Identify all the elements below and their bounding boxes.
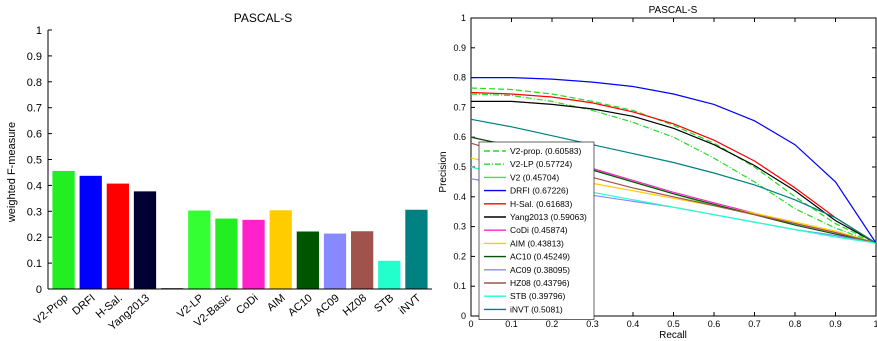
- bar: [242, 219, 265, 289]
- bar-y-tick-label: 0.6: [27, 129, 42, 141]
- pr-x-tick-label: 0.8: [789, 319, 802, 329]
- bar-x-tick-label: AC10: [286, 292, 315, 319]
- bar-y-tick-label: 0.8: [27, 77, 42, 89]
- pr-chart-ticks: 0 0.1 0.2 0.3 0.4 0.5 0.6 0.7 0.8 0.9 1 0 0.1 0.2 0.3 0…: [453, 13, 877, 329]
- pr-legend-label: DRFI (0.67226): [510, 186, 569, 196]
- pr-series-line: [471, 100, 877, 244]
- pr-series-line: [470, 118, 877, 244]
- bar-x-tick-label: DRFI: [70, 292, 97, 318]
- pr-y-tick-label: 0.2: [453, 251, 466, 261]
- bar: [188, 210, 211, 289]
- bar: [79, 175, 102, 289]
- bar: [52, 170, 75, 289]
- pr-x-tick-label: 0.5: [667, 319, 680, 329]
- bar-y-tick-label: 0.2: [27, 232, 42, 244]
- bar-x-tick-label: AIM: [265, 292, 288, 314]
- bar-y-tick-label: 0.9: [27, 51, 42, 63]
- bar-chart-bars: [52, 170, 428, 289]
- pr-y-tick-label: 0.9: [453, 43, 466, 53]
- pr-x-tick-label: 0.6: [708, 319, 721, 329]
- pr-legend-label: V2-prop. (0.60583): [510, 146, 582, 156]
- bar-x-tick-label: STB: [372, 292, 396, 315]
- pr-legend-label: V2 (0.45704): [510, 172, 559, 182]
- pr-y-tick-label: 0.6: [453, 132, 466, 142]
- pr-legend-label: CoDi (0.45874): [510, 225, 568, 235]
- pr-y-tick-label: 0.5: [453, 162, 466, 172]
- bar: [351, 231, 374, 289]
- pr-curve-panel: PASCAL-S Recall Precision 0 0.1 0.2 0.3 0.4 0…: [438, 5, 877, 341]
- bar-x-tick-label: V2-Prop: [32, 292, 71, 327]
- pr-legend-label: AIM (0.43813): [510, 238, 564, 248]
- bar-x-tick-label: CoDi: [234, 292, 260, 317]
- bar-chart-y-axis-label: weighted F-measure: [6, 122, 18, 223]
- pr-x-tick-label: 0.3: [586, 319, 599, 329]
- pr-x-tick-label: 0.1: [505, 319, 518, 329]
- pr-x-tick-label: 0.7: [748, 319, 761, 329]
- bar-y-tick-label: 0.4: [27, 180, 42, 192]
- pr-y-tick-label: 0.4: [453, 192, 466, 202]
- pr-x-tick-label: 0.9: [829, 319, 842, 329]
- pr-chart-legend: V2-prop. (0.60583) V2-LP (0.57724) V2 (0.4…: [478, 141, 595, 320]
- pr-x-tick-label: 0.4: [627, 319, 640, 329]
- pr-series-line: [470, 91, 877, 244]
- bar-chart-y-ticks: 0 0.1 0.2 0.3 0.4 0.5 0.6 0.7 0.8 0.9 1: [27, 25, 52, 296]
- bar: [133, 191, 157, 289]
- bar-chart-panel: PASCAL-S weighted F-measure 0 0.1 0.2 0.3 0.…: [6, 11, 432, 333]
- pr-legend-label: HZ08 (0.43796): [510, 278, 570, 288]
- pr-legend-label: V2-LP (0.57724): [510, 159, 572, 169]
- pr-y-tick-label: 0.8: [453, 73, 466, 83]
- pr-x-tick-label: 0.2: [546, 319, 559, 329]
- pr-legend-label: AC09 (0.38095): [510, 265, 570, 275]
- pr-y-tick-label: 0.7: [453, 102, 466, 112]
- pr-legend-label: H-Sal. (0.61683): [510, 199, 573, 209]
- pr-series-line: [470, 93, 877, 244]
- bar: [269, 210, 292, 289]
- pr-legend-label: AC10 (0.45249): [510, 252, 570, 262]
- pr-y-tick-label: 0.3: [453, 222, 466, 232]
- bar-x-tick-label: AC09: [313, 292, 342, 319]
- pr-x-tick-label: 0: [468, 319, 473, 329]
- bar-y-tick-label: 0.3: [27, 206, 42, 218]
- bar-y-tick-label: 0.5: [27, 155, 42, 167]
- pr-legend-label: Yang2013 (0.59063): [510, 212, 587, 222]
- bar-y-tick-label: 0: [36, 284, 42, 296]
- bar: [106, 183, 129, 289]
- pr-x-tick-label: 1: [873, 319, 877, 329]
- bar: [378, 260, 401, 289]
- bar-x-tick-label: HZ08: [341, 292, 369, 318]
- bar: [405, 209, 428, 289]
- pr-y-tick-label: 1: [461, 13, 466, 23]
- pr-series-line: [471, 77, 877, 244]
- bar: [296, 231, 319, 289]
- pr-legend-label: STB (0.39796): [510, 291, 565, 301]
- bar-y-tick-label: 0.7: [27, 103, 42, 115]
- pr-chart-y-axis-label: Precision: [438, 151, 449, 192]
- pr-chart-x-axis-label: Recall: [659, 330, 687, 341]
- bar: [215, 218, 238, 289]
- pr-legend-label: iNVT (0.5081): [510, 304, 563, 314]
- bar-y-tick-label: 1: [36, 25, 42, 37]
- pr-chart-title: PASCAL-S: [649, 5, 698, 16]
- pr-y-tick-label: 0: [461, 311, 466, 321]
- bar-x-tick-label: iNVT: [397, 292, 424, 317]
- pr-y-tick-label: 0.1: [453, 281, 466, 291]
- bar-y-tick-label: 0.1: [27, 258, 42, 270]
- bar-chart-title: PASCAL-S: [234, 11, 292, 25]
- bar: [323, 233, 347, 289]
